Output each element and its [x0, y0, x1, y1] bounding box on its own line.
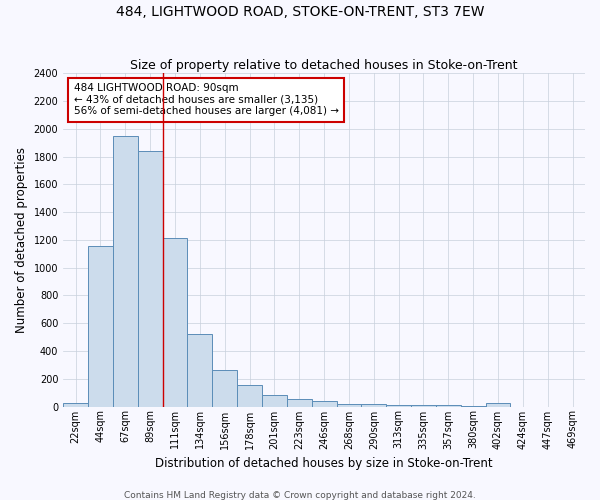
Bar — [138, 151, 163, 406]
Bar — [311, 400, 337, 406]
Text: 484 LIGHTWOOD ROAD: 90sqm
← 43% of detached houses are smaller (3,135)
56% of se: 484 LIGHTWOOD ROAD: 90sqm ← 43% of detac… — [74, 83, 338, 116]
Y-axis label: Number of detached properties: Number of detached properties — [15, 147, 28, 333]
Bar — [113, 136, 138, 406]
Bar — [187, 334, 212, 406]
Bar — [361, 404, 386, 406]
Text: Contains HM Land Registry data © Crown copyright and database right 2024.: Contains HM Land Registry data © Crown c… — [124, 490, 476, 500]
Bar — [337, 404, 361, 406]
Bar — [386, 405, 411, 406]
Bar — [287, 400, 311, 406]
Bar — [212, 370, 237, 406]
Bar — [63, 403, 88, 406]
Text: 484, LIGHTWOOD ROAD, STOKE-ON-TRENT, ST3 7EW: 484, LIGHTWOOD ROAD, STOKE-ON-TRENT, ST3… — [116, 5, 484, 19]
Bar — [262, 396, 287, 406]
Bar — [88, 246, 113, 406]
Bar — [163, 238, 187, 406]
Bar — [237, 385, 262, 406]
Title: Size of property relative to detached houses in Stoke-on-Trent: Size of property relative to detached ho… — [130, 59, 518, 72]
X-axis label: Distribution of detached houses by size in Stoke-on-Trent: Distribution of detached houses by size … — [155, 457, 493, 470]
Bar — [485, 403, 511, 406]
